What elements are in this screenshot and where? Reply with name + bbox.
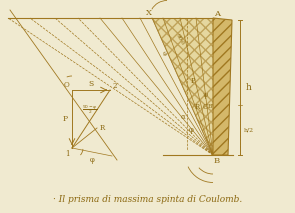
Text: P: P <box>63 115 68 123</box>
Text: C: C <box>202 103 208 111</box>
Text: 1: 1 <box>65 150 69 158</box>
Text: ψ: ψ <box>202 91 208 99</box>
Text: 2: 2 <box>113 82 117 90</box>
Text: X: X <box>146 9 152 17</box>
Text: h: h <box>246 82 252 92</box>
Text: φ: φ <box>161 50 167 56</box>
Text: R: R <box>194 103 200 111</box>
Text: S: S <box>88 80 94 88</box>
Text: O: O <box>64 81 70 89</box>
Text: P: P <box>191 77 195 85</box>
Text: · Il prisma di massima spinta di Coulomb.: · Il prisma di massima spinta di Coulomb… <box>53 196 242 204</box>
Polygon shape <box>213 18 232 155</box>
Text: h/2: h/2 <box>244 128 254 132</box>
Text: α: α <box>181 113 185 121</box>
Text: 90-δ: 90-δ <box>175 33 185 47</box>
Text: B: B <box>214 157 220 165</box>
Polygon shape <box>152 18 213 155</box>
Text: φ: φ <box>90 156 94 164</box>
Text: R: R <box>99 124 105 132</box>
Text: φ: φ <box>189 126 194 134</box>
Text: A: A <box>214 10 220 18</box>
Text: B': B' <box>208 105 214 109</box>
Text: $\frac{90-\varphi}{2}$: $\frac{90-\varphi}{2}$ <box>82 104 98 116</box>
